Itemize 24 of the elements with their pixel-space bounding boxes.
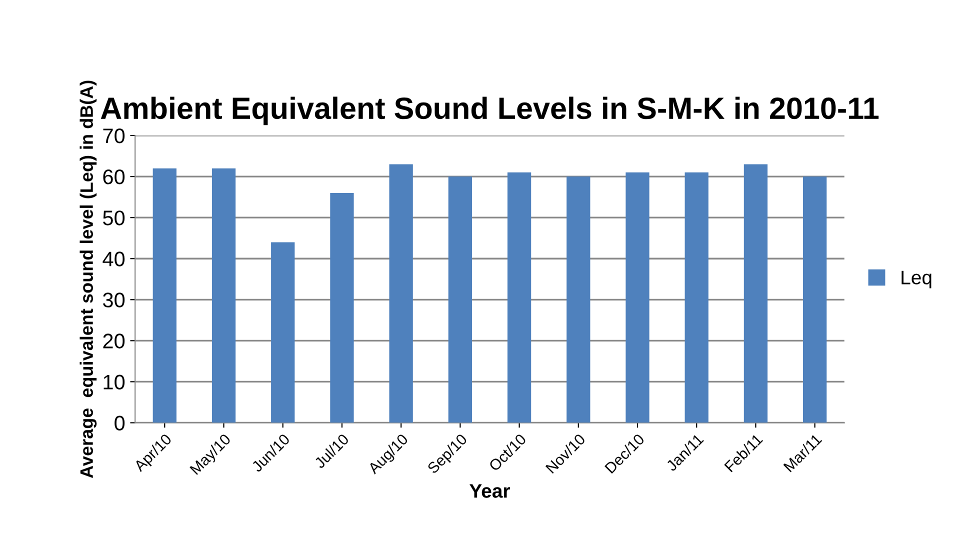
chart-title: Ambient Equivalent Sound Levels in S-M-K in 2010-11 [100,96,879,126]
bar [271,242,295,423]
bar [152,168,176,423]
bar [803,176,827,423]
bar [626,172,650,423]
y-tick-label: 50 [103,210,125,226]
y-tick-label: 0 [114,416,125,431]
bar [389,164,413,423]
y-tick-label: 60 [103,170,125,184]
y-axis-title: Average equivalent sound level (Leq) in dB(A) [80,80,97,478]
y-tick-label: 10 [104,374,125,390]
bar [744,164,768,423]
bar [330,192,354,423]
y-tick-label: 20 [103,334,125,348]
bar [684,172,708,423]
x-axis-title: Year [470,484,510,498]
y-tick-label: 30 [103,292,125,308]
bar [566,176,590,423]
y-tick-label: 40 [102,252,125,266]
bar [212,168,236,423]
bar [507,172,532,423]
y-tick-label: 70 [103,128,125,144]
bar [448,176,472,423]
legend-label: Leq [902,270,932,288]
